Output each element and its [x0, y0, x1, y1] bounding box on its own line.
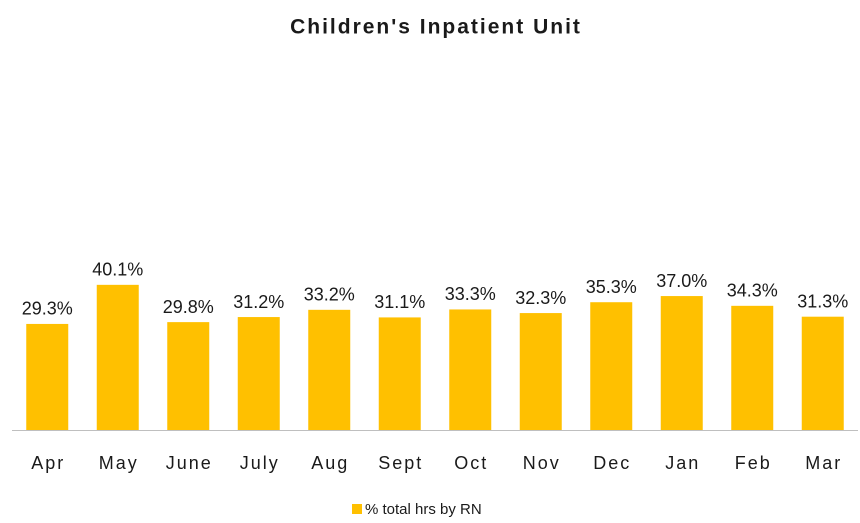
data-label: 35.3% [586, 277, 637, 297]
x-tick-label: May [99, 453, 139, 473]
bar [660, 296, 703, 430]
data-label: 34.3% [727, 281, 778, 301]
bar [308, 309, 351, 430]
bar [449, 309, 492, 430]
data-label: 33.3% [445, 284, 496, 304]
x-tick-label: Mar [805, 453, 842, 473]
x-tick-label: Jan [665, 453, 700, 473]
chart-title: Children's Inpatient Unit [290, 16, 582, 39]
x-tick-label: Apr [31, 453, 65, 473]
data-label: 33.2% [304, 285, 355, 305]
data-label: 29.3% [22, 299, 73, 319]
x-tick-label: Oct [454, 453, 488, 473]
data-label: 40.1% [92, 260, 143, 280]
bar [731, 305, 774, 430]
data-label: 37.0% [656, 271, 707, 291]
data-label: 31.1% [374, 292, 425, 312]
legend-swatch [352, 504, 362, 514]
bar [167, 322, 210, 430]
legend-label: % total hrs by RN [365, 501, 482, 518]
data-label: 29.8% [163, 297, 214, 317]
bar [96, 284, 139, 430]
x-tick-label: Dec [593, 453, 631, 473]
bar [590, 302, 633, 430]
x-tick-label: Sept [378, 453, 423, 473]
x-tick-label: Nov [523, 453, 561, 473]
bar [26, 323, 69, 430]
data-label: 31.2% [233, 292, 284, 312]
x-tick-label: July [240, 453, 280, 473]
x-tick-label: Aug [311, 453, 349, 473]
data-label: 31.3% [797, 291, 848, 311]
bar [801, 316, 844, 430]
bar [237, 317, 280, 430]
bar [378, 317, 421, 430]
x-tick-label: June [166, 453, 213, 473]
bar [519, 313, 562, 430]
x-tick-label: Feb [735, 453, 772, 473]
data-label: 32.3% [515, 288, 566, 308]
